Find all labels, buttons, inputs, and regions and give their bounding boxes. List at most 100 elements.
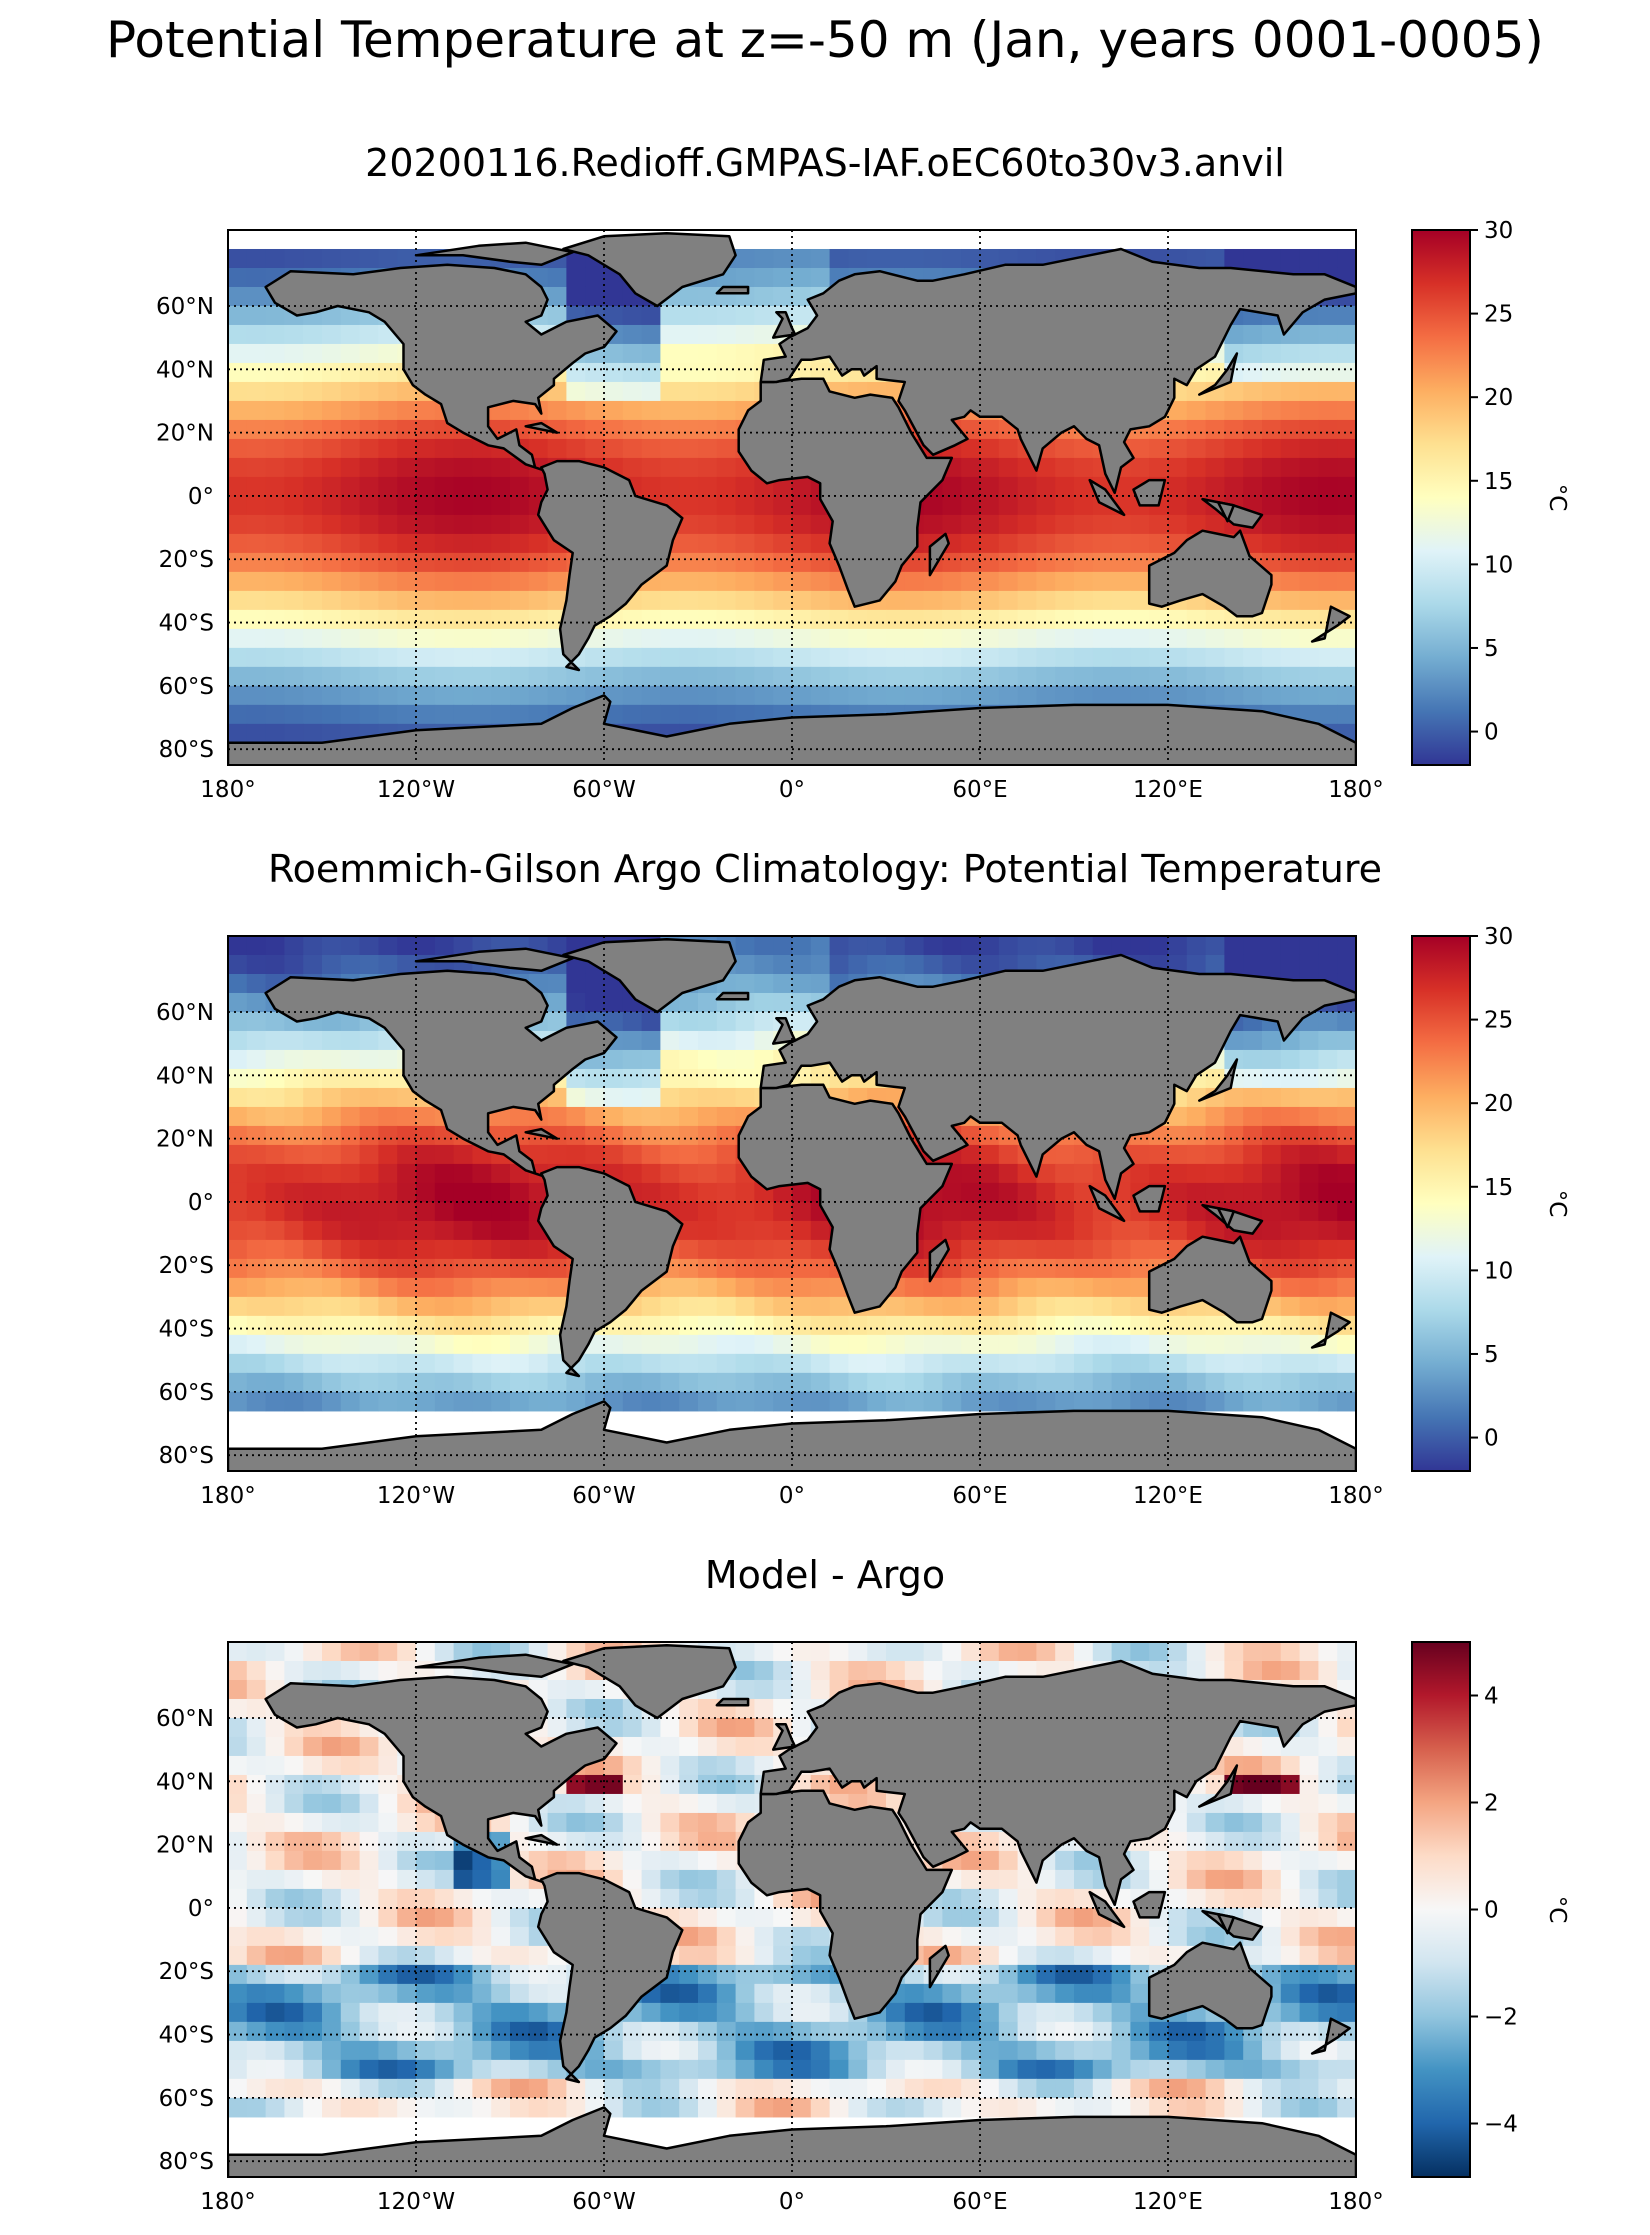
land-polygon <box>759 953 1356 1201</box>
land-polygon <box>414 241 574 267</box>
lat-tick-label: 40°N <box>156 1063 214 1089</box>
ocean-field <box>228 1642 1356 2177</box>
lat-tick-label: 80°S <box>159 2149 214 2175</box>
lon-tick-label: 180° <box>200 1483 255 1509</box>
lon-tick-label: 120°E <box>1133 2189 1203 2215</box>
colorbar-label: °C <box>1544 1896 1570 1924</box>
lat-tick-label: 20°N <box>156 421 214 447</box>
lat-tick-label: 20°S <box>159 1959 214 1985</box>
lat-tick-label: 80°S <box>159 737 214 763</box>
lat-tick-label: 20°N <box>156 1127 214 1153</box>
colorbar-tick-label: 20 <box>1484 1091 1513 1117</box>
land-polygon <box>1310 605 1351 643</box>
colorbar-tick-label: −2 <box>1484 2005 1518 2031</box>
land-polygon <box>536 1871 684 2084</box>
land-polygon <box>562 937 737 1014</box>
land-polygon <box>1147 1235 1273 1324</box>
panel-difference-map[interactable]: 180° 120°W 60°W 0° 60°E 120°E 180° 60°N 40°N 20°N… <box>156 1641 1570 2215</box>
colorbar-tick-label: 4 <box>1484 1684 1499 1710</box>
lat-tick-label: 40°N <box>156 1769 214 1795</box>
land-polygon <box>1216 1912 1236 1935</box>
lon-tick-label: 120°E <box>1133 777 1203 803</box>
land-polygon <box>228 1400 1356 1471</box>
lon-tick-label: 60°W <box>572 777 636 803</box>
lat-tick-label: 0° <box>188 1896 214 1922</box>
lon-tick-label: 180° <box>1328 777 1383 803</box>
colorbar-tick-label: 25 <box>1484 1008 1513 1034</box>
lat-tick-label: 60°N <box>156 294 214 320</box>
map-frame <box>227 1641 1357 2178</box>
colorbar-tick-label: 15 <box>1484 1175 1513 1201</box>
land-polygon <box>524 1833 559 1846</box>
panel-argo-map[interactable]: 180° 120°W 60°W 0° 60°E 120°E 180° 60°N 40°N 20°N… <box>156 924 1570 1509</box>
lon-tick-label: 60°E <box>952 2189 1007 2215</box>
colorbar-tick-label: 2 <box>1484 1791 1499 1817</box>
colorbar <box>1411 1641 1471 2178</box>
land-polygon <box>562 1643 737 1720</box>
land-polygon <box>759 1659 1356 1907</box>
lat-tick-label: 40°S <box>159 611 214 637</box>
land-polygon <box>562 231 737 308</box>
land-polygon <box>1088 478 1126 517</box>
colorbar-tick-label: 0 <box>1484 720 1499 746</box>
lat-tick-label: 20°S <box>159 1253 214 1279</box>
lon-tick-label: 60°W <box>572 1483 636 1509</box>
panel-3-title: Model - Argo <box>704 1553 946 1597</box>
ocean-field <box>228 230 1356 765</box>
lon-tick-label: 0° <box>779 1483 805 1509</box>
land-polygon <box>1310 2017 1351 2055</box>
colorbar <box>1411 935 1471 1472</box>
land-polygon <box>1198 352 1239 396</box>
lat-tick-label: 20°N <box>156 1833 214 1859</box>
colorbar-tick-label: 0 <box>1484 1898 1499 1924</box>
colorbar-label: °C <box>1544 1190 1570 1218</box>
colorbar-tick-label: 5 <box>1484 1342 1499 1368</box>
lon-tick-label: 0° <box>779 2189 805 2215</box>
panel-1-title: 20200116.Redioff.GMPAS-IAF.oEC60to30v3.a… <box>365 141 1285 185</box>
lon-tick-label: 60°E <box>952 777 1007 803</box>
colorbar-tick-label: 5 <box>1484 636 1499 662</box>
ocean-field <box>228 936 1356 1471</box>
lat-tick-label: 60°S <box>159 2086 214 2112</box>
colorbar-tick-label: −4 <box>1484 2112 1518 2138</box>
map-frame <box>227 935 1357 1472</box>
land-polygon <box>771 1017 797 1045</box>
land-polygon <box>414 1653 574 1679</box>
colorbar-tick-label: 20 <box>1484 385 1513 411</box>
lon-tick-label: 180° <box>1328 2189 1383 2215</box>
lat-tick-label: 0° <box>188 1190 214 1216</box>
land-polygon <box>536 1165 684 1378</box>
land-polygon <box>1088 1184 1126 1223</box>
colorbar-tick-label: 10 <box>1484 1258 1513 1284</box>
land-polygon <box>928 1238 950 1283</box>
lon-tick-label: 120°W <box>377 2189 455 2215</box>
land-polygon <box>228 2106 1356 2177</box>
land-polygon <box>1132 1890 1167 1919</box>
lon-tick-label: 120°E <box>1133 1483 1203 1509</box>
lat-tick-label: 40°S <box>159 1317 214 1343</box>
lat-tick-label: 60°N <box>156 1706 214 1732</box>
land-polygon <box>1147 1941 1273 2030</box>
lon-tick-label: 180° <box>1328 1483 1383 1509</box>
land-polygon <box>1132 1184 1167 1213</box>
lat-tick-label: 60°S <box>159 1380 214 1406</box>
land-polygon <box>715 285 750 295</box>
land-polygon <box>524 421 559 434</box>
colorbar-tick-label: 30 <box>1484 218 1513 244</box>
land-polygon <box>414 947 574 973</box>
land-polygon <box>1310 1311 1351 1349</box>
lon-tick-label: 180° <box>200 2189 255 2215</box>
map-frame <box>227 229 1357 766</box>
panel-2-title: Roemmich-Gilson Argo Climatology: Potent… <box>267 847 1383 891</box>
colorbar-label: °C <box>1544 484 1570 512</box>
land-polygon <box>1132 478 1167 507</box>
land-polygon <box>928 1944 950 1989</box>
land-polygon <box>1147 529 1273 618</box>
land-polygon <box>771 1723 797 1751</box>
lat-tick-label: 20°S <box>159 547 214 573</box>
land-polygon <box>1198 1764 1239 1808</box>
land-polygon <box>715 1697 750 1707</box>
colorbar-tick-label: 0 <box>1484 1426 1499 1452</box>
panel-model-map[interactable]: 180° 120°W 60°W 0° 60°E 120°E 180° 60°N 40°N 20°N… <box>156 218 1570 803</box>
